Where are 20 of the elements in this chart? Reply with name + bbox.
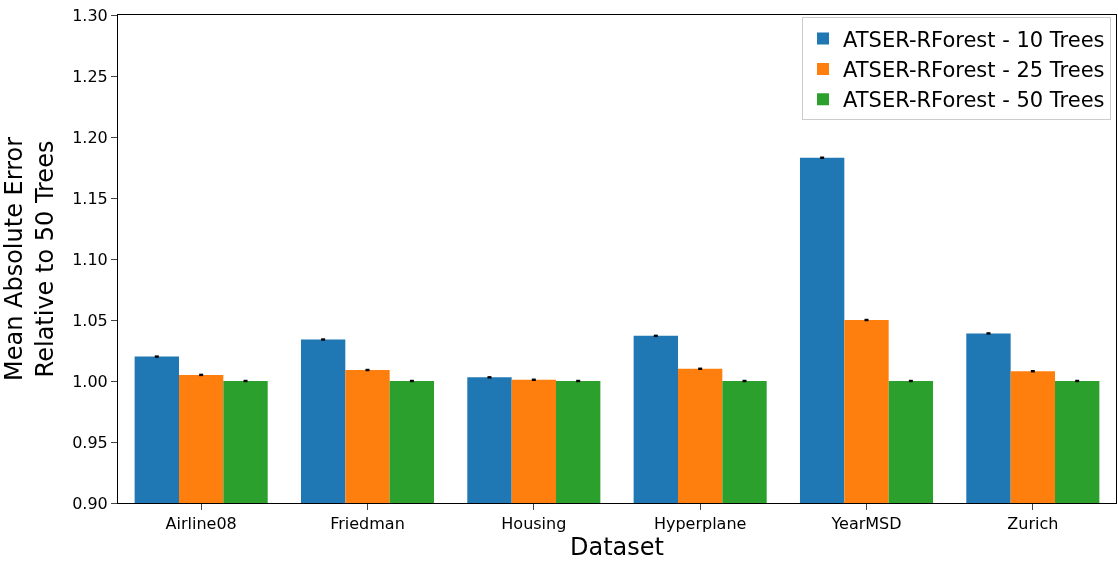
y-tick-label: 1.30 [72, 5, 108, 25]
x-axis-title: Dataset [570, 533, 664, 562]
legend-label: ATSER-RForest - 25 Trees [843, 58, 1105, 83]
x-tick-label: Friedman [330, 514, 405, 534]
x-tick-label: YearMSD [830, 514, 902, 534]
x-tick-label: Airline08 [165, 514, 237, 534]
y-tick-label: 1.20 [72, 127, 108, 147]
y-tick-label: 1.00 [72, 371, 108, 391]
x-tick-label: Zurich [1007, 514, 1059, 534]
legend-label: ATSER-RForest - 50 Trees [843, 88, 1105, 113]
y-tick-label: 1.05 [72, 310, 108, 330]
x-tick-label: Housing [501, 514, 567, 534]
y-tick-label: 0.95 [72, 432, 108, 452]
y-axis-title: Mean Absolute Error Relative to 50 Trees [0, 136, 60, 382]
x-tick-label: Hyperplane [653, 514, 747, 534]
y-tick-label: 1.15 [72, 188, 108, 208]
legend-label: ATSER-RForest - 10 Trees [843, 27, 1105, 52]
y-tick-label: 1.10 [72, 249, 108, 269]
y-tick-label: 0.90 [72, 493, 108, 513]
y-tick-label: 1.25 [72, 66, 108, 86]
